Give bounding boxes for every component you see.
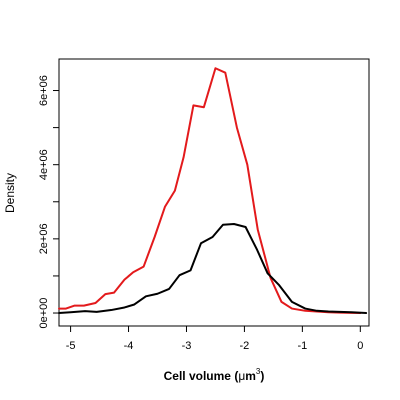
plot-frame bbox=[58, 58, 370, 327]
y-tick-label-2: 4e+06 bbox=[38, 149, 50, 180]
x-tick-label-5: 0 bbox=[357, 340, 363, 352]
x-tick-label-2: -3 bbox=[182, 340, 192, 352]
series-line-2 bbox=[58, 223, 368, 315]
x-axis-unit-mu: μ bbox=[238, 369, 245, 383]
y-tick-label-1: 2e+06 bbox=[38, 223, 50, 254]
y-tick-label-0: 0e+00 bbox=[38, 298, 50, 329]
series-line-1 bbox=[58, 67, 362, 315]
x-tick-label-4: -1 bbox=[297, 340, 307, 352]
x-axis: -5 -4 -3 -2 -1 0 bbox=[66, 326, 363, 352]
y-axis-title: Density bbox=[3, 173, 17, 213]
x-axis-unit-close: ) bbox=[260, 369, 264, 383]
x-tick-label-0: -5 bbox=[66, 340, 76, 352]
y-axis: 0e+00 2e+06 4e+06 6e+06 bbox=[38, 75, 59, 328]
series-layer bbox=[58, 67, 368, 315]
x-axis-unit-open: ( bbox=[234, 369, 238, 383]
x-axis-title-main: Cell volume bbox=[164, 369, 232, 383]
x-tick-label-1: -4 bbox=[124, 340, 134, 352]
x-tick-label-3: -2 bbox=[240, 340, 250, 352]
x-axis-unit-exp: 3 bbox=[256, 367, 261, 376]
y-tick-label-3: 6e+06 bbox=[38, 75, 50, 106]
x-axis-title: Cell volume (μm3) bbox=[164, 367, 265, 383]
x-axis-unit-m: m bbox=[245, 369, 256, 383]
